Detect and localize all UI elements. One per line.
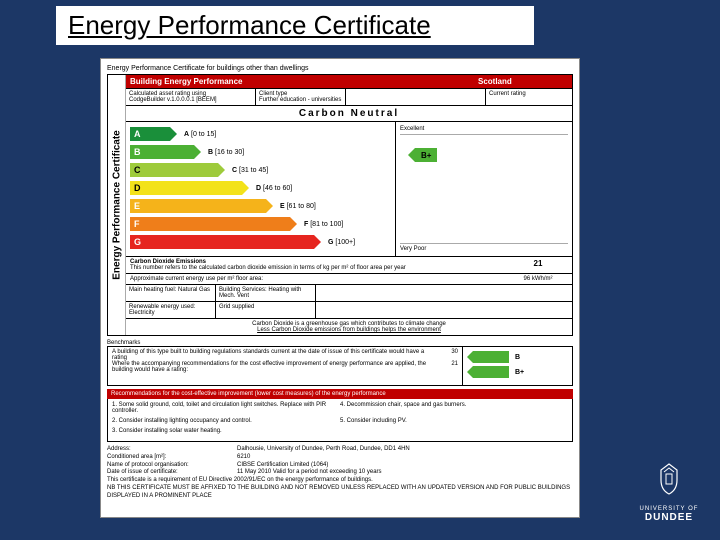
rating-band-c: CC [31 to 45] (130, 162, 391, 178)
approx-section: Approximate current energy use per m² fl… (126, 273, 572, 284)
benchmarks: Benchmarks A building of this type built… (107, 340, 573, 386)
rating-band-g: GG [100+] (130, 234, 391, 250)
cert-caption: Energy Performance Certificate for build… (107, 65, 573, 72)
rating-band-f: FF [81 to 100] (130, 216, 391, 232)
recommendations-header: Recommendations for the cost-effective i… (107, 389, 573, 399)
co2-section: Carbon Dioxide EmissionsThis number refe… (126, 256, 572, 273)
heating-row-1: Main heating fuel: Natural Gas Building … (126, 284, 572, 301)
rating-band-b: BB [16 to 30] (130, 144, 391, 160)
rating-band-e: EE [61 to 80] (130, 198, 391, 214)
rating-area: AA [0 to 15] BB [16 to 30] CC [31 to 45] DD… (126, 122, 572, 256)
slide-title: Energy Performance Certificate (56, 6, 534, 45)
meta-row: Calculated asset rating usingCodgeBuilde… (126, 88, 572, 106)
carbon-neutral: Carbon Neutral (126, 106, 572, 122)
current-rating-pointer: B+ (408, 148, 437, 162)
rating-band-d: DD [46 to 60] (130, 180, 391, 196)
recommendations: 1. Some solid ground, cold, toilet and c… (107, 399, 573, 442)
university-logo: UNIVERSITY OF DUNDEE (634, 460, 704, 530)
benchmark-pointer-0: B (467, 351, 568, 363)
green-message: Carbon Dioxide is a greenhouse gas which… (126, 318, 572, 335)
cert-main: Energy Performance Certificate Building … (107, 74, 573, 336)
header-bar: Building Energy Performance Scotland (126, 75, 572, 88)
heating-row-2: Renewable energy used: Electricity Grid … (126, 301, 572, 318)
rating-band-a: AA [0 to 15] (130, 126, 391, 142)
footer-block: Address:Dalhousie, University of Dundee,… (107, 446, 573, 501)
current-rating-col: Excellent B+ Very Poor (396, 122, 572, 256)
certificate: Energy Performance Certificate for build… (100, 58, 580, 518)
vertical-label: Energy Performance Certificate (108, 75, 126, 335)
benchmark-pointer-1: B+ (467, 366, 568, 378)
